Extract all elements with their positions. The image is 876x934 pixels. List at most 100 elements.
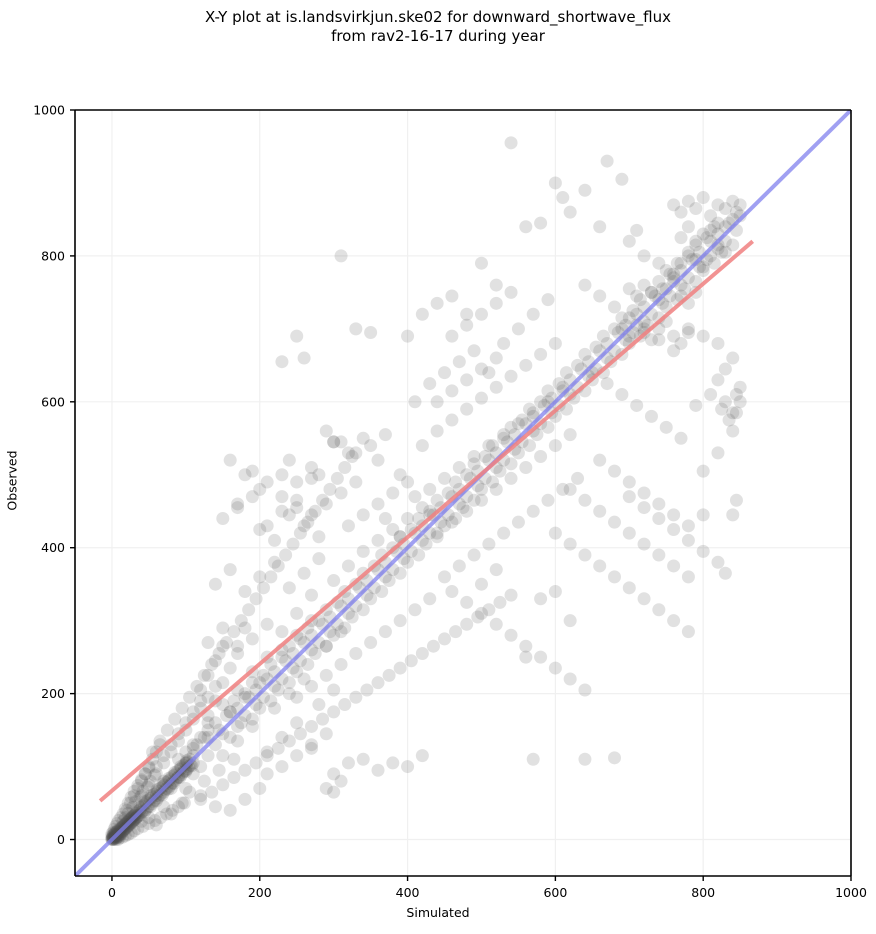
scatter-point: [345, 610, 359, 624]
scatter-point: [275, 760, 289, 774]
scatter-point: [323, 482, 337, 496]
scatter-point: [404, 654, 418, 668]
scatter-point: [171, 752, 185, 766]
scatter-point: [349, 446, 363, 460]
scatter-point: [652, 512, 666, 526]
scatter-point: [275, 730, 289, 744]
scatter-point: [511, 515, 525, 529]
scatter-point: [674, 256, 688, 270]
scatter-point: [260, 519, 274, 533]
scatter-point: [183, 785, 197, 799]
scatter-point: [245, 676, 259, 690]
scatter-point: [652, 274, 666, 288]
scatter-point: [264, 657, 278, 671]
chart-title: X-Y plot at is.landsvirkjun.ske02 for do…: [205, 8, 671, 45]
scatter-point: [393, 661, 407, 675]
scatter-point: [541, 293, 555, 307]
scatter-point: [563, 614, 577, 628]
scatter-point: [637, 537, 651, 551]
scatter-point: [183, 690, 197, 704]
scatter-point: [474, 482, 488, 496]
scatter-point: [111, 830, 125, 844]
scatter-point: [312, 552, 326, 566]
scatter-point: [733, 380, 747, 394]
scatter-point: [548, 526, 562, 540]
scatter-point: [401, 329, 415, 343]
scatter-point: [158, 783, 172, 797]
scatter-point: [596, 329, 610, 343]
scatter-point: [186, 705, 200, 719]
scatter-point: [578, 683, 592, 697]
scatter-point: [171, 770, 185, 784]
scatter-point: [467, 548, 481, 562]
scatter-point: [216, 512, 230, 526]
scatter-point: [401, 555, 415, 569]
axis-spines: [74, 109, 852, 877]
scatter-point: [186, 767, 200, 781]
scatter-point: [223, 730, 237, 744]
scatter-point: [253, 781, 267, 795]
scatter-point: [556, 482, 570, 496]
scatter-point: [282, 734, 296, 748]
scatter-point: [412, 548, 426, 562]
scatter-point: [164, 807, 178, 821]
scatter-point: [637, 501, 651, 515]
scatter-point: [171, 771, 185, 785]
scatter-point: [707, 256, 721, 270]
scatter-point: [548, 336, 562, 350]
scatter-point: [308, 504, 322, 518]
scatter-point: [220, 636, 233, 650]
scatter-point: [106, 828, 120, 842]
scatter-point: [718, 245, 732, 259]
scatter-point: [596, 366, 610, 380]
scatter-point: [356, 603, 370, 617]
scatter-point: [282, 508, 296, 522]
scatter-point: [268, 555, 282, 569]
scatter-point: [415, 647, 429, 660]
scatter-point: [415, 501, 429, 515]
scatter-point: [423, 377, 437, 391]
scatter-point: [474, 493, 488, 507]
scatter-point: [378, 625, 392, 639]
scatter-point: [149, 767, 163, 781]
scatter-point: [109, 831, 123, 845]
scatter-point: [726, 406, 740, 420]
scatter-point: [364, 326, 378, 339]
scatter-point: [186, 741, 200, 755]
scatter-point: [118, 802, 132, 816]
scatter-point: [253, 482, 267, 496]
scatter-point: [622, 475, 636, 489]
scatter-point: [356, 752, 370, 766]
scatter-point: [541, 420, 555, 434]
scatter-point: [408, 490, 422, 504]
scatter-point: [127, 784, 141, 798]
scatter-point: [197, 668, 211, 682]
scatter-point: [216, 639, 230, 653]
scatter-point: [667, 522, 681, 536]
scatter-point: [293, 526, 307, 540]
scatter-point: [249, 756, 263, 770]
scatter-point: [430, 530, 444, 544]
scatter-point: [504, 136, 518, 150]
scatter-point: [401, 475, 415, 489]
scatter-point: [452, 355, 466, 369]
scatter-point: [689, 201, 703, 215]
scatter-point: [127, 824, 141, 838]
scatter-point: [290, 329, 304, 343]
scatter-point: [216, 778, 230, 792]
scatter-point: [482, 603, 496, 617]
scatter-point: [231, 497, 245, 511]
scatter-point: [633, 293, 647, 307]
scatter-point: [205, 785, 219, 799]
scatter-point: [430, 395, 444, 409]
scatter-point: [345, 450, 359, 464]
scatter-point: [327, 683, 341, 697]
scatter-point: [478, 450, 492, 464]
scatter-point: [260, 745, 274, 759]
scatter-point: [637, 278, 651, 292]
tick-label-y: 1000: [33, 103, 65, 118]
scatter-point: [135, 773, 149, 787]
scatter-point: [667, 559, 681, 573]
scatter-point: [220, 709, 233, 722]
scatter-point: [689, 234, 703, 248]
